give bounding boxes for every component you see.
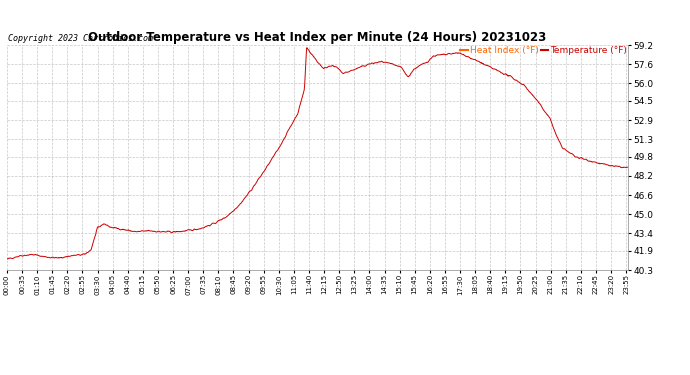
Title: Outdoor Temperature vs Heat Index per Minute (24 Hours) 20231023: Outdoor Temperature vs Heat Index per Mi… [88,31,546,44]
Legend: Heat Index (°F), Temperature (°F): Heat Index (°F), Temperature (°F) [460,46,627,55]
Text: Copyright 2023 Cartronics.com: Copyright 2023 Cartronics.com [8,34,152,43]
